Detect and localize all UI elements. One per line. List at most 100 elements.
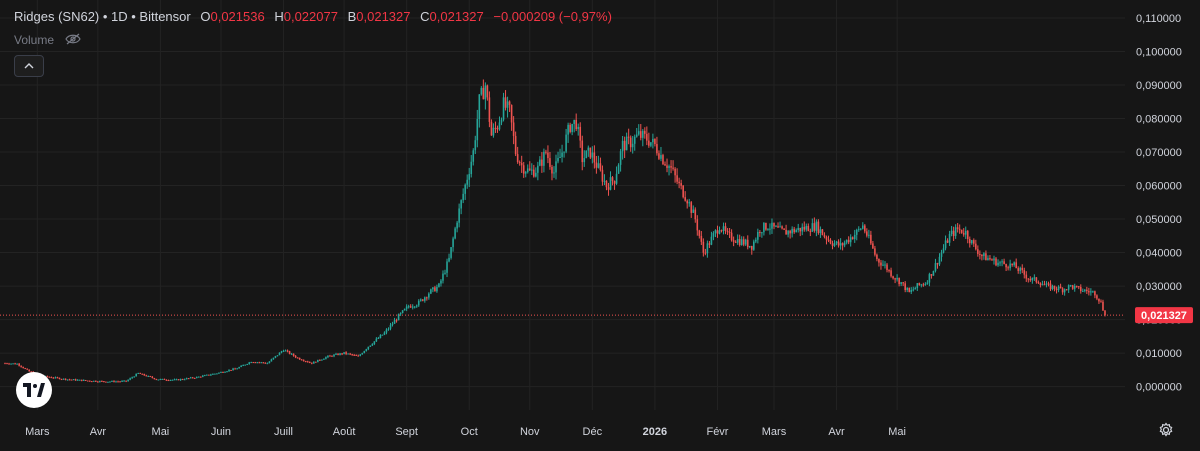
candle-body (678, 181, 680, 184)
candle-body (1100, 301, 1102, 303)
y-tick-label: 0,110000 (1136, 13, 1181, 25)
eye-hidden-icon[interactable] (65, 33, 82, 48)
candle-body (419, 299, 422, 301)
tradingview-logo-icon (23, 383, 45, 397)
candle-body (833, 243, 836, 246)
candle-body (912, 289, 915, 291)
candle-body (84, 379, 87, 381)
candle-body (401, 310, 404, 313)
candle-body (432, 287, 434, 290)
candle-body (62, 378, 65, 380)
candle-body (218, 372, 220, 374)
candle-body (444, 272, 446, 274)
candle-body (466, 179, 469, 185)
candle-body (54, 377, 57, 379)
candle-body (290, 353, 293, 355)
candle-body (1007, 267, 1009, 269)
candle-body (399, 312, 402, 315)
candle-body (599, 163, 602, 170)
candle-body (365, 349, 368, 351)
collapse-legend-button[interactable] (14, 55, 44, 77)
candle-body (995, 258, 997, 266)
candle-body (506, 101, 509, 108)
candle-body (163, 378, 166, 380)
candle-body (147, 375, 150, 377)
candle-body (631, 143, 634, 148)
candle-body (397, 314, 400, 321)
candle-body (874, 248, 876, 255)
candle-body (216, 373, 218, 375)
candle-body (226, 371, 228, 373)
candle-body (928, 274, 931, 283)
tradingview-logo[interactable] (16, 372, 52, 408)
candle-body (438, 283, 440, 287)
price-axis[interactable]: 0,110000 0,100000 0,090000 0,080000 0,070000… (1136, 13, 1182, 394)
x-tick-label: Oct (461, 426, 478, 438)
candle-body (870, 234, 872, 244)
candle-body (831, 243, 834, 246)
candle-body (557, 157, 559, 162)
candle-body (1025, 274, 1028, 279)
candle-body (1043, 284, 1046, 286)
candle-body (821, 229, 824, 236)
candle-body (1029, 279, 1032, 281)
candle-body (123, 380, 125, 382)
candle-body (492, 127, 495, 136)
candle-body (639, 131, 642, 138)
candle-body (250, 362, 253, 364)
candle-body (341, 353, 343, 355)
candle-body (962, 232, 965, 235)
candle-body (1077, 286, 1080, 288)
candle-body (738, 239, 741, 246)
candle-body (415, 305, 418, 307)
candle-body (666, 165, 668, 168)
candle-body (482, 87, 485, 100)
candlestick-series (4, 79, 1106, 383)
candle-body (270, 359, 273, 362)
candle-body (783, 228, 785, 230)
candle-body (510, 104, 513, 123)
candle-body (926, 282, 929, 284)
candle-body (50, 377, 53, 379)
volume-legend[interactable]: Volume (14, 33, 82, 48)
candle-body (197, 376, 200, 378)
candle-body (1073, 286, 1076, 289)
candle-body (201, 375, 204, 377)
candle-body (298, 357, 301, 360)
chart-settings-button[interactable] (1158, 422, 1174, 443)
candle-body (183, 379, 186, 381)
candle-body (280, 351, 283, 353)
candle-body (704, 252, 707, 254)
close-value: 0,021327 (429, 9, 484, 24)
candle-body (127, 379, 129, 382)
open-label: O (200, 9, 211, 24)
candle-body (60, 379, 63, 381)
candle-body (692, 209, 695, 213)
candle-body (1005, 263, 1007, 268)
x-tick-label: 2026 (643, 426, 667, 438)
candle-body (1061, 288, 1064, 293)
candle-body (238, 367, 240, 369)
candle-body (456, 222, 458, 229)
symbol-title[interactable]: Ridges (SN62) • 1D • Bittensor (14, 9, 191, 24)
candle-body (86, 380, 89, 382)
candle-body (520, 162, 523, 166)
candle-body (296, 357, 299, 359)
candle-body (1055, 288, 1058, 290)
chevron-up-icon (24, 63, 34, 69)
candle-body (52, 377, 55, 379)
candle-body (522, 165, 525, 174)
y-tick-label: 0,010000 (1136, 348, 1182, 360)
time-axis[interactable]: Mars Avr Mai Juin Juill Août Sept Oct Nov Déc 2026… (25, 426, 906, 438)
candle-body (151, 376, 154, 378)
candle-body (1001, 261, 1003, 263)
candle-body (351, 354, 353, 356)
candle-body (553, 172, 555, 174)
candle-body (8, 363, 10, 365)
candle-body (1071, 285, 1074, 289)
candle-body (985, 253, 987, 261)
candle-body (1069, 285, 1072, 287)
candle-body (171, 379, 174, 381)
candle-body (686, 200, 689, 204)
